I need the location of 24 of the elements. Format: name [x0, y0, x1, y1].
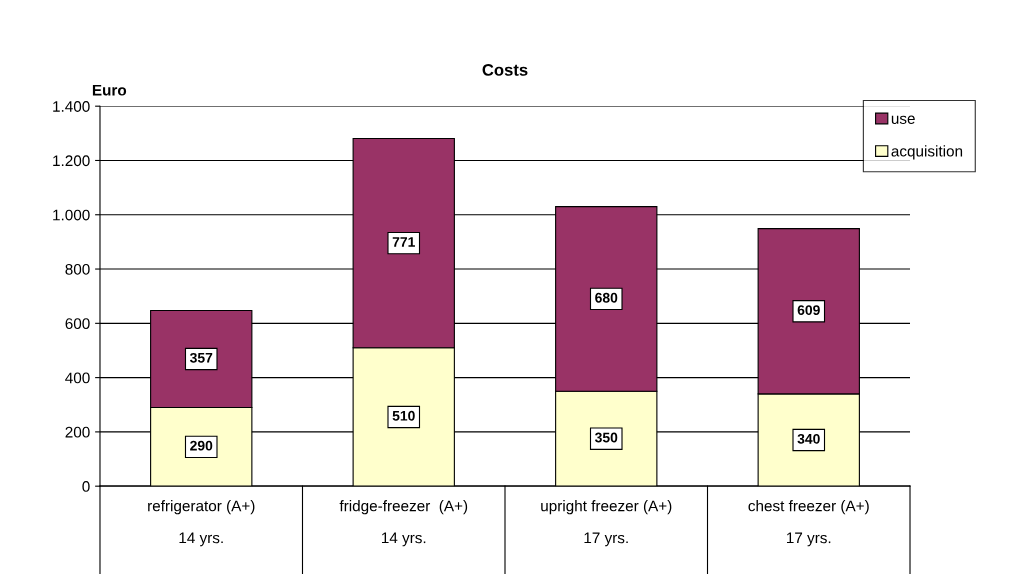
- x-tick-label: upright freezer (A+) 17 yrs.: [541, 500, 672, 547]
- y-tick-label: 600: [65, 318, 90, 330]
- data-label: 771: [392, 237, 415, 247]
- legend-label: use: [891, 115, 915, 124]
- chart-title: Costs: [482, 64, 528, 76]
- data-label: 357: [189, 352, 213, 363]
- y-tick-label: 0: [82, 481, 90, 492]
- y-tick-label: 400: [65, 372, 90, 384]
- data-label: 340: [797, 433, 820, 444]
- data-label: 290: [190, 440, 213, 451]
- y-axis-title: Euro: [92, 84, 127, 96]
- x-tick-label: chest freezer (A+) 17 yrs.: [748, 500, 869, 547]
- y-tick-label: 1.200: [53, 155, 90, 167]
- data-label: 609: [797, 305, 820, 315]
- y-tick-label: 200: [65, 426, 90, 438]
- legend-label: acquisition: [891, 145, 963, 160]
- data-label: 680: [595, 292, 618, 303]
- x-tick-label: fridge-freezer (A+) 14 yrs.: [339, 500, 468, 547]
- data-label: 350: [594, 432, 618, 443]
- y-tick-label: 1.000: [53, 209, 90, 221]
- y-tick-label: 1.400: [53, 101, 90, 112]
- y-tick-label: 800: [65, 263, 90, 275]
- x-tick-label: refrigerator (A+) 14 yrs.: [148, 500, 255, 547]
- data-label: 510: [392, 410, 415, 421]
